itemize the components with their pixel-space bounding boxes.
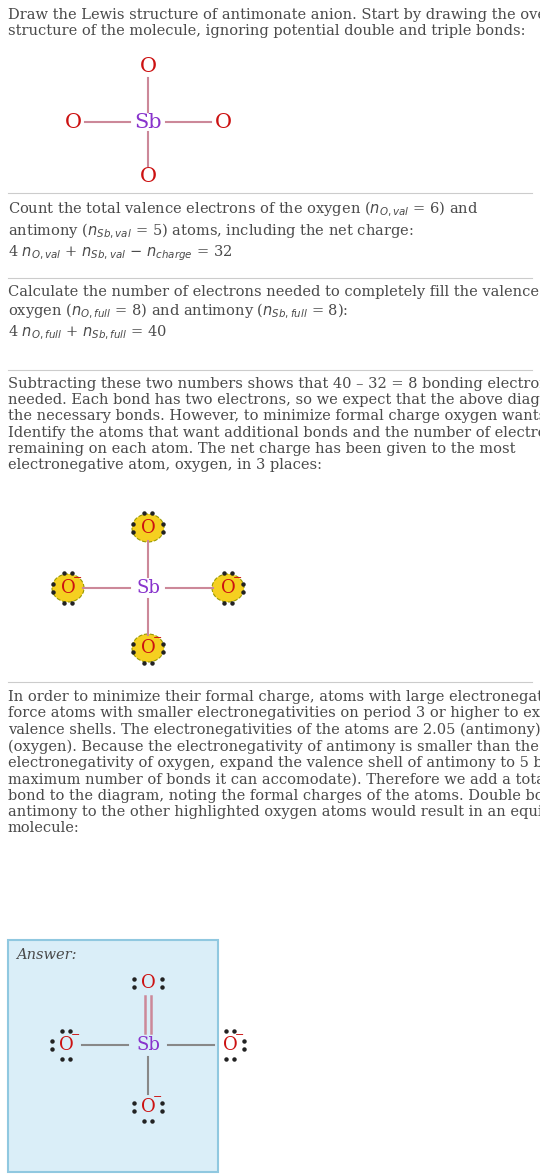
Ellipse shape xyxy=(52,574,84,602)
Text: O: O xyxy=(140,639,156,657)
Text: O: O xyxy=(139,167,157,187)
Text: O: O xyxy=(140,519,156,537)
Ellipse shape xyxy=(132,514,164,542)
Text: O: O xyxy=(60,579,76,597)
Text: Calculate the number of electrons needed to completely fill the valence shells f: Calculate the number of electrons needed… xyxy=(8,285,540,342)
Text: O: O xyxy=(64,113,82,132)
Text: O: O xyxy=(59,1036,73,1054)
Text: O: O xyxy=(140,974,156,993)
Text: −: − xyxy=(233,573,242,583)
Text: O: O xyxy=(221,579,235,597)
Text: −: − xyxy=(73,573,83,583)
FancyBboxPatch shape xyxy=(8,940,218,1172)
Text: O: O xyxy=(139,58,157,76)
Text: Subtracting these two numbers shows that 40 – 32 = 8 bonding electrons are
neede: Subtracting these two numbers shows that… xyxy=(8,377,540,472)
Text: −: − xyxy=(235,1030,245,1040)
Text: −: − xyxy=(153,1093,163,1102)
Text: Sb: Sb xyxy=(134,113,162,132)
Text: −: − xyxy=(153,633,163,643)
Text: Sb: Sb xyxy=(136,1036,160,1054)
Text: In order to minimize their formal charge, atoms with large electronegativities c: In order to minimize their formal charge… xyxy=(8,690,540,835)
Text: O: O xyxy=(140,1098,156,1116)
Text: Answer:: Answer: xyxy=(16,948,77,962)
Ellipse shape xyxy=(212,574,244,602)
Text: O: O xyxy=(222,1036,238,1054)
Text: −: − xyxy=(71,1030,80,1040)
Text: Sb: Sb xyxy=(136,579,160,597)
Text: Draw the Lewis structure of antimonate anion. Start by drawing the overall
struc: Draw the Lewis structure of antimonate a… xyxy=(8,8,540,38)
Text: O: O xyxy=(214,113,232,132)
Ellipse shape xyxy=(132,634,164,662)
Text: Count the total valence electrons of the oxygen ($n_{O,val}$ = 6) and
antimony (: Count the total valence electrons of the… xyxy=(8,200,478,263)
